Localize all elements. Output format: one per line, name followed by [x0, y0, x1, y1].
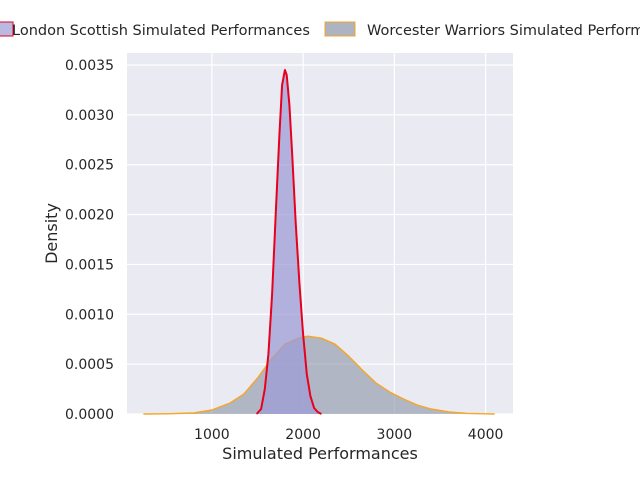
y-tick-label: 0.0035: [65, 58, 114, 74]
y-tick-label: 0.0020: [65, 208, 114, 224]
y-axis-ticks: 0.0000 0.0005 0.0010 0.0015 0.0020 0.0025 0.00…: [65, 58, 114, 423]
y-axis-label: Density: [42, 203, 61, 264]
legend-swatch: [0, 21, 14, 37]
x-tick-label: 3000: [377, 427, 413, 443]
x-axis-label: Simulated Performances: [222, 444, 418, 463]
series-line-0: [255, 69, 322, 415]
y-tick-label: 0.0005: [65, 357, 114, 373]
legend-swatch: [324, 21, 356, 37]
y-tick-label: 0.0030: [65, 108, 114, 124]
y-tick-label: 0.0010: [65, 307, 114, 323]
y-tick-label: 0.0000: [65, 407, 114, 423]
x-tick-label: 2000: [285, 427, 321, 443]
legend: London Scottish Simulated Performances Wo…: [0, 21, 640, 39]
legend-entry: London Scottish Simulated Performances: [12, 23, 310, 39]
x-axis-ticks: 1000 2000 3000 4000: [194, 427, 503, 443]
x-tick-label: 1000: [194, 427, 230, 443]
x-tick-label: 4000: [468, 427, 504, 443]
series-area-1: [143, 336, 495, 414]
y-tick-label: 0.0015: [65, 257, 114, 273]
density-curves: [143, 69, 495, 415]
legend-entry: Worcester Warriors Simulated Performance…: [367, 23, 640, 39]
series-line-1: [143, 335, 495, 415]
grid-lines: [127, 53, 513, 415]
series-area-0: [256, 70, 322, 414]
y-tick-label: 0.0025: [65, 158, 114, 174]
